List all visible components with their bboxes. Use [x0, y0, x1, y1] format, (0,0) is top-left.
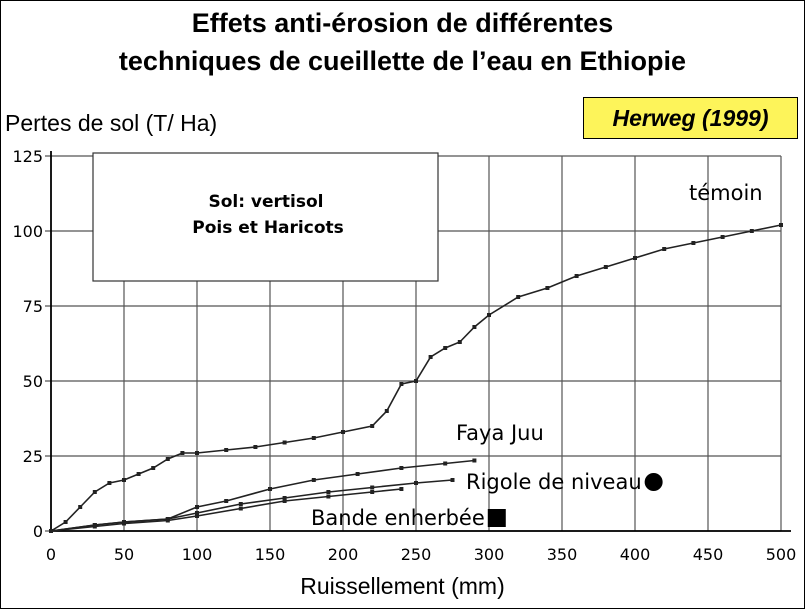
data-point-temoin [603, 265, 608, 269]
data-point-temoin [749, 229, 754, 233]
x-tick-label: 250 [401, 545, 432, 564]
x-tick-label: 500 [766, 545, 797, 564]
x-tick-label: 350 [547, 545, 578, 564]
series-labels: témoin Faya Juu Rigole de niveau Bande enhe… [311, 181, 763, 530]
data-point-temoin [63, 520, 68, 524]
source-citation: Herweg (1999) [583, 97, 798, 139]
x-tick-label: 400 [620, 545, 651, 564]
data-point-temoin [633, 256, 637, 260]
data-point-bande-enherbee [370, 490, 375, 494]
data-point-temoin [472, 325, 477, 329]
data-point-temoin [78, 505, 83, 509]
chart-subtitle: techniques de cueillette de l’eau en Eth… [118, 46, 687, 76]
data-point-rigole-de-niveau [326, 490, 331, 494]
series-line-bande-enherbee [50, 488, 402, 532]
data-point-temoin [253, 445, 258, 449]
data-point-bande-enherbee [399, 487, 404, 491]
data-point-temoin [107, 481, 112, 485]
data-point-bande-enherbee [49, 529, 53, 533]
data-point-temoin [691, 241, 696, 245]
series-label-faya-juu: Faya Juu [456, 421, 544, 445]
data-point-temoin [384, 409, 389, 413]
data-point-faya-juu [472, 458, 477, 463]
data-point-temoin [151, 466, 156, 470]
y-tick-label: 100 [12, 222, 43, 241]
data-point-temoin [311, 436, 316, 440]
data-point-temoin [457, 340, 462, 344]
data-point-rigole-de-niveau [195, 511, 199, 515]
legend-marker-circle [644, 473, 663, 491]
data-point-temoin [136, 472, 141, 476]
y-tick-label: 50 [23, 372, 43, 391]
series-label-temoin: témoin [689, 181, 763, 205]
data-point-temoin [399, 382, 404, 386]
data-point-temoin [341, 430, 345, 434]
y-tick-label: 75 [23, 297, 43, 316]
data-point-bande-enherbee [122, 521, 126, 526]
data-point-temoin [282, 440, 287, 445]
x-axis-label: Ruissellement (mm) [300, 573, 505, 599]
data-point-temoin [443, 346, 448, 350]
data-point-rigole-de-niveau [282, 496, 287, 500]
data-point-bande-enherbee [195, 514, 199, 518]
x-tick-label: 450 [693, 545, 724, 564]
info-box: Sol: vertisol Pois et Haricots [92, 152, 439, 282]
data-point-temoin [662, 247, 667, 251]
series-label-rigole-de-niveau: Rigole de niveau [466, 470, 642, 494]
data-point-temoin [224, 448, 229, 452]
data-point-temoin [180, 451, 185, 455]
data-point-temoin [122, 478, 126, 482]
tick-labels: 0 50 100 150 200 250 300 350 400 450 500 0 25 50 75 100… [12, 147, 796, 564]
data-point-rigole-de-niveau [370, 485, 375, 490]
data-point-temoin [487, 313, 491, 317]
data-point-faya-juu [311, 478, 316, 482]
data-point-temoin [574, 274, 579, 278]
data-point-temoin [195, 451, 199, 455]
data-point-faya-juu [268, 487, 272, 491]
x-tick-label: 50 [114, 545, 134, 564]
data-point-temoin [165, 457, 170, 461]
data-point-bande-enherbee [238, 506, 243, 511]
data-point-rigole-de-niveau [414, 481, 418, 485]
chart-title: Effets anti-érosion de différentes [191, 8, 614, 38]
data-point-bande-enherbee [326, 494, 331, 499]
info-box-crop: Pois et Haricots [192, 218, 344, 238]
x-tick-label: 200 [328, 545, 359, 564]
legend-marker-square [487, 509, 506, 527]
data-point-temoin [414, 379, 418, 383]
y-tick-label: 25 [23, 447, 43, 466]
data-point-temoin [779, 223, 783, 227]
data-point-temoin [545, 286, 550, 290]
data-point-faya-juu [195, 505, 199, 509]
y-tick-label: 0 [33, 522, 43, 541]
data-point-bande-enherbee [165, 518, 170, 523]
data-point-faya-juu [355, 472, 360, 476]
data-point-faya-juu [443, 461, 448, 466]
data-point-rigole-de-niveau [450, 478, 455, 482]
x-tick-label: 100 [182, 545, 213, 564]
x-tick-label: 300 [474, 545, 505, 564]
data-point-bande-enherbee [282, 499, 287, 503]
x-tick-label: 0 [46, 545, 56, 564]
data-point-faya-juu [224, 499, 229, 503]
x-tick-label: 150 [255, 545, 286, 564]
data-point-temoin [92, 490, 97, 494]
data-point-temoin [720, 235, 725, 239]
series-label-bande-enherbee: Bande enherbée [311, 506, 485, 530]
y-axis-label: Pertes de sol (T/ Ha) [5, 110, 218, 136]
info-box-soil: Sol: vertisol [208, 192, 323, 212]
data-point-faya-juu [399, 466, 404, 470]
data-point-temoin [516, 295, 521, 299]
data-series [49, 223, 783, 533]
y-tick-label: 125 [12, 147, 43, 166]
data-point-temoin [428, 355, 433, 359]
data-point-bande-enherbee [92, 524, 97, 529]
data-point-rigole-de-niveau [238, 502, 243, 506]
data-point-temoin [370, 424, 375, 428]
